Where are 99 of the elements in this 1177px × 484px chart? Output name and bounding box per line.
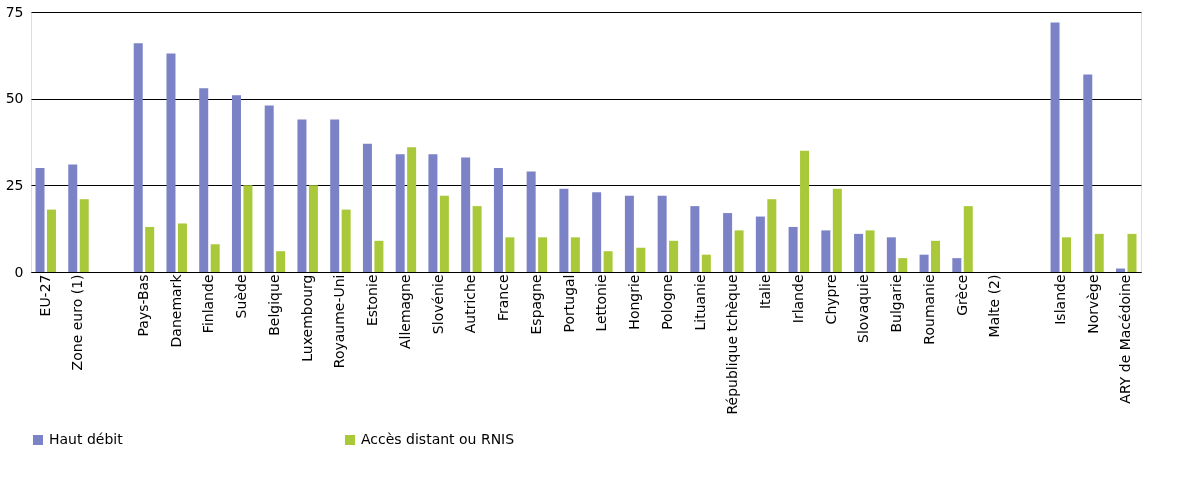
bar: [832, 188, 842, 272]
x-tick-label: République tchèque: [724, 274, 741, 415]
x-tick-label: Lituanie: [691, 274, 708, 331]
bar: [931, 240, 941, 272]
bar: [526, 171, 536, 272]
bar: [755, 216, 765, 272]
bar: [374, 240, 384, 272]
bar: [952, 258, 962, 272]
x-tick-label: Espagne: [527, 274, 544, 335]
bar: [963, 206, 973, 272]
bar: [767, 199, 777, 272]
y-tick-label: 75: [5, 3, 24, 20]
bar: [701, 254, 711, 272]
bar: [570, 237, 580, 272]
x-tick-label: Chypre: [822, 274, 839, 325]
bar: [493, 168, 503, 272]
x-tick-label: France: [495, 274, 512, 322]
bar: [210, 244, 220, 272]
bar: [505, 237, 515, 272]
bar: [166, 53, 176, 272]
bar: [341, 209, 351, 272]
legend-label: Accès distant ou RNIS: [361, 431, 515, 447]
bar: [886, 237, 896, 272]
bar: [624, 195, 634, 272]
y-tick-label: 0: [14, 263, 24, 280]
x-tick-label: Danemark: [167, 273, 184, 348]
x-tick-label: Italie: [757, 274, 774, 310]
bar: [669, 240, 679, 272]
x-tick-label: Norvège: [1084, 274, 1101, 334]
bar: [603, 251, 613, 272]
x-tick-label: Allemagne: [396, 274, 413, 350]
x-tick-label: Lettonie: [593, 274, 610, 332]
bar: [559, 188, 569, 272]
x-tick-label: Slovaquie: [855, 274, 872, 343]
x-tick-label: Autriche: [462, 274, 479, 334]
bar: [788, 226, 798, 272]
bar: [35, 168, 45, 272]
x-tick-label: Grèce: [953, 274, 970, 316]
bar: [243, 185, 253, 272]
bar: [1127, 233, 1137, 272]
x-tick-label: Royaume-Uni: [331, 274, 348, 369]
y-tick-label: 25: [5, 176, 24, 193]
x-tick-label: Pays-Bas: [134, 274, 151, 337]
x-tick-label: Suède: [233, 274, 250, 319]
bar: [330, 119, 340, 272]
bar: [723, 213, 733, 272]
bar: [297, 119, 307, 272]
x-tick-label: Pologne: [658, 274, 675, 330]
x-tick-label: Portugal: [560, 274, 577, 333]
bar: [821, 230, 831, 272]
x-tick-label: Zone euro (1): [69, 274, 86, 371]
bar: [439, 195, 449, 272]
x-tick-label: Hongrie: [626, 274, 643, 330]
bar: [734, 230, 744, 272]
bar: [461, 157, 471, 272]
y-tick-label: 50: [5, 90, 24, 107]
bar: [592, 192, 602, 272]
x-tick-label: ARY de Macédoine: [1117, 274, 1134, 404]
bar: [231, 95, 241, 272]
bar: [472, 206, 482, 272]
x-tick-label: Finlande: [200, 274, 217, 334]
bar: [46, 209, 56, 272]
bar: [538, 237, 548, 272]
bar: [177, 223, 187, 272]
x-tick-label: Luxembourg: [298, 274, 315, 362]
bar: [199, 88, 209, 272]
bar: [428, 154, 438, 272]
bar: [636, 247, 646, 272]
x-tick-label: Malte (2): [986, 274, 1003, 338]
x-tick-label: Bulgarie: [888, 274, 905, 333]
bar: [395, 154, 405, 272]
x-tick-label: Roumanie: [920, 274, 937, 345]
bar: [1094, 233, 1104, 272]
bar: [854, 233, 864, 272]
bar: [362, 143, 372, 272]
bar: [865, 230, 875, 272]
bar: [657, 195, 667, 272]
bar: [1083, 74, 1093, 272]
x-tick-label: Islande: [1051, 274, 1068, 325]
bar: [407, 147, 417, 272]
bar: [690, 206, 700, 272]
bar: [308, 185, 318, 272]
bar: [1050, 22, 1060, 272]
bar: [919, 254, 929, 272]
x-tick-label: Irlande: [789, 274, 806, 324]
bar: [1062, 237, 1072, 272]
bar: [264, 105, 274, 272]
x-tick-label: Belgique: [265, 274, 282, 336]
x-tick-label: EU-27: [36, 274, 53, 317]
bar: [68, 164, 78, 272]
legend-label: Haut débit: [49, 431, 124, 447]
bar: [898, 258, 908, 272]
x-tick-label: Estonie: [364, 274, 381, 327]
x-tick-label: Slovénie: [429, 274, 446, 335]
bar: [276, 251, 286, 272]
bar: [133, 43, 143, 272]
bar: [800, 150, 810, 272]
bar: [79, 199, 89, 272]
bar: [145, 226, 155, 272]
